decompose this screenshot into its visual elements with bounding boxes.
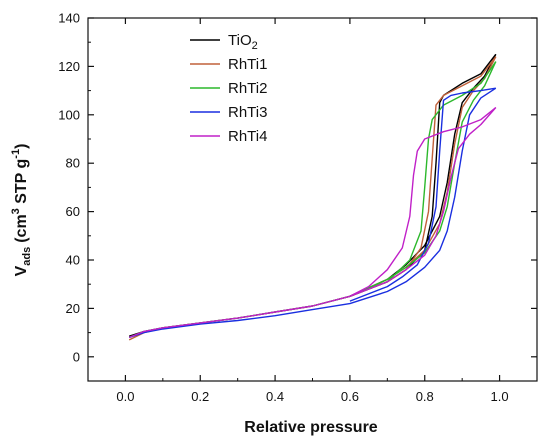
y-tick-label: 140	[58, 11, 80, 26]
legend-item: RhTi4	[190, 128, 267, 145]
x-tick-label: 1.0	[491, 389, 509, 404]
y-axis-title: Vads(cm3 STP g-1)	[10, 144, 33, 277]
x-tick-label: 0.2	[191, 389, 209, 404]
series-rhti4	[128, 106, 497, 339]
y-tick-label: 120	[58, 59, 80, 74]
legend-label: RhTi4	[228, 128, 267, 145]
x-tick-label: 0.0	[116, 389, 134, 404]
desorption-line	[349, 56, 497, 297]
x-tick-label: 0.4	[266, 389, 284, 404]
adsorption-line	[128, 107, 497, 339]
series-rhti2	[128, 61, 497, 339]
legend-item: RhTi1	[190, 56, 267, 73]
svg-text:Vads(cm3 STP g-1): Vads(cm3 STP g-1)	[10, 144, 33, 277]
adsorption-line	[128, 61, 497, 339]
adsorption-line	[128, 87, 497, 339]
series-lines	[128, 53, 497, 341]
desorption-line	[349, 106, 497, 297]
legend-label: RhTi2	[228, 80, 267, 97]
adsorption-line	[128, 53, 497, 337]
x-tick-label: 0.6	[341, 389, 359, 404]
legend-item: TiO2	[190, 32, 258, 52]
y-tick-label: 0	[73, 349, 80, 364]
desorption-line	[349, 87, 496, 302]
legend-label: TiO2	[228, 32, 258, 52]
y-tick-label: 80	[66, 156, 80, 171]
legend-label: RhTi1	[228, 56, 267, 73]
series-rhti1	[128, 56, 497, 341]
legend-item: RhTi3	[190, 104, 267, 121]
axes: 0.0 0.2 0.4 0.6 0.8 1.0 0 20 40 60 80 100 120 140	[58, 11, 538, 404]
series-tio2	[128, 53, 497, 337]
series-rhti3	[128, 87, 497, 339]
y-tick-label: 40	[66, 253, 80, 268]
x-tick-label: 0.8	[416, 389, 434, 404]
y-tick-label: 20	[66, 301, 80, 316]
legend-label: RhTi3	[228, 104, 267, 121]
y-tick-label: 100	[58, 107, 80, 122]
legend-item: RhTi2	[190, 80, 267, 97]
desorption-line	[349, 61, 497, 297]
x-axis-title: Relative pressure	[244, 419, 378, 436]
y-tick-label: 60	[66, 204, 80, 219]
plot-area-frame	[87, 17, 538, 382]
legend: TiO2 RhTi1 RhTi2 RhTi3 RhTi4	[190, 32, 267, 145]
